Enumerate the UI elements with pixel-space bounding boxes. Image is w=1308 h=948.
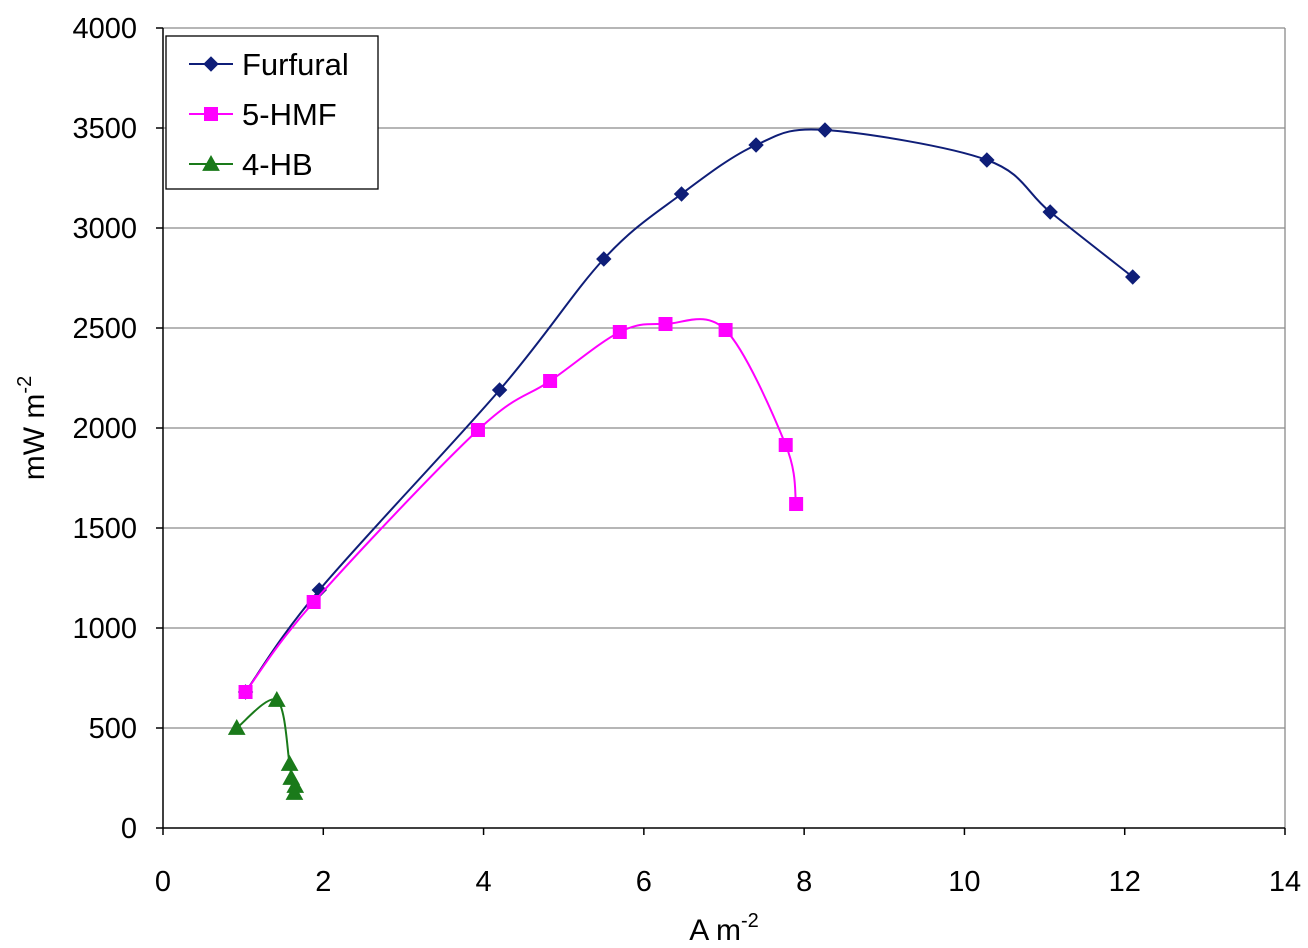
x-tick-label-0: 0: [155, 866, 171, 898]
y-tick-label-1: 500: [89, 713, 137, 745]
x-axis-title: A m-2: [689, 910, 758, 947]
data-point-0-6: [817, 122, 833, 138]
y-tick-label-4: 2000: [72, 413, 137, 445]
x-tick-label-3: 6: [636, 866, 652, 898]
series-1: [238, 317, 804, 699]
x-tick-label-6: 12: [1109, 866, 1141, 898]
data-point-2-2: [280, 754, 299, 771]
data-point-1-4: [612, 325, 627, 339]
data-point-2-1: [267, 690, 286, 707]
data-point-1-7: [778, 438, 793, 452]
x-tick-label-1: 2: [315, 866, 331, 898]
legend-marker-0: [203, 56, 219, 72]
data-point-0-9: [1125, 269, 1141, 285]
x-tick-label-7: 14: [1269, 866, 1301, 898]
data-point-2-0: [227, 718, 246, 735]
axes: 0 500 1000 1500 2000 2500 3000 3500 4000 0 2 4 6 8 10 1…: [72, 13, 1301, 898]
data-point-1-1: [306, 595, 321, 609]
x-axis-title-text: A m: [689, 914, 741, 947]
y-tick-label-2: 1000: [72, 613, 137, 645]
data-point-1-6: [718, 323, 733, 337]
data-point-0-3: [596, 251, 612, 267]
x-tick-label-2: 4: [476, 866, 492, 898]
data-point-1-3: [543, 374, 558, 388]
legend-marker-2: [202, 154, 220, 171]
data-point-1-0: [238, 685, 253, 699]
x-tick-label-4: 8: [796, 866, 812, 898]
data-point-1-5: [658, 317, 673, 331]
series-0: [237, 122, 1141, 700]
legend-label-1: 5-HMF: [242, 97, 337, 132]
series-line-1: [244, 318, 798, 693]
legend-label-2: 4-HB: [242, 147, 313, 182]
legend-marker-1: [204, 107, 218, 121]
data-point-0-2: [491, 382, 508, 398]
x-tick-label-5: 10: [948, 866, 980, 898]
x-axis-title-sup: -2: [741, 910, 759, 932]
series-layer: [227, 122, 1141, 800]
data-point-1-2: [470, 423, 485, 437]
y-tick-label-6: 3000: [72, 213, 137, 245]
y-axis-title-sup: -2: [14, 376, 36, 394]
y-tick-label-3: 1500: [72, 513, 137, 545]
gridlines: [163, 27, 1286, 828]
data-point-0-7: [979, 152, 995, 168]
y-tick-label-7: 3500: [72, 113, 137, 145]
y-axis-title-text: mW m: [18, 394, 51, 481]
y-tick-label-0: 0: [121, 813, 137, 845]
data-point-0-4: [673, 186, 690, 202]
legend-label-0: Furfural: [242, 47, 349, 82]
data-point-0-5: [748, 137, 764, 153]
y-axis-title: mW m-2: [14, 376, 51, 480]
data-point-2-5: [285, 783, 304, 800]
y-tick-label-5: 2500: [72, 313, 137, 345]
data-point-0-8: [1042, 204, 1058, 220]
data-point-1-8: [789, 497, 804, 511]
y-tick-label-8: 4000: [72, 13, 137, 45]
series-2: [227, 690, 305, 800]
legend: Furfural 5-HMF 4-HB: [165, 35, 379, 190]
